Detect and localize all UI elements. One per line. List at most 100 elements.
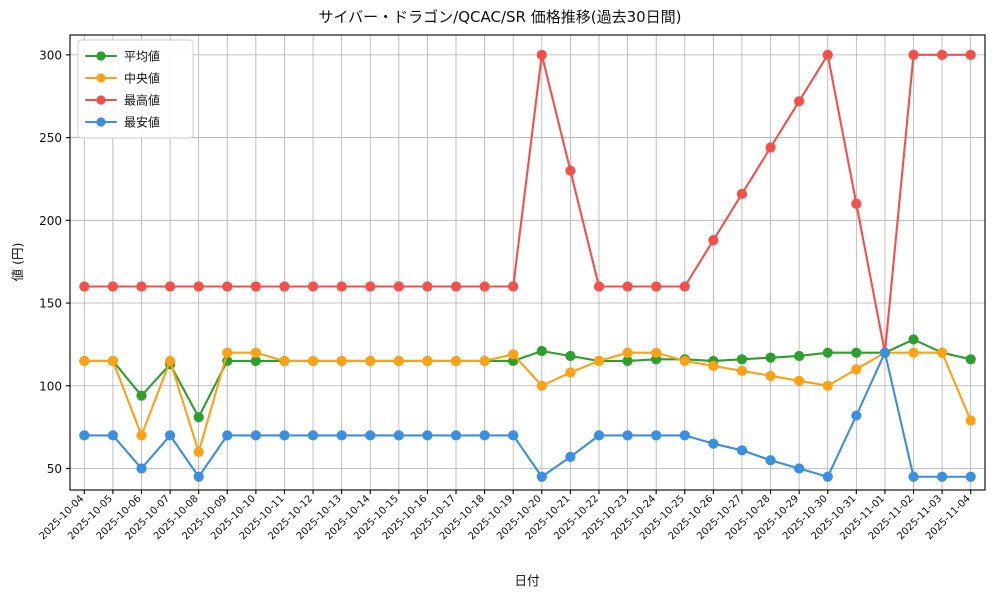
data-series-layer — [79, 49, 976, 482]
data-point — [336, 430, 347, 441]
data-point — [279, 355, 290, 367]
data-point — [708, 438, 719, 449]
data-point — [651, 281, 662, 292]
data-point — [279, 281, 290, 292]
data-point — [307, 281, 319, 292]
data-point — [164, 355, 176, 367]
data-point — [450, 430, 462, 441]
data-point — [765, 352, 776, 363]
legend-label: 平均値 — [124, 49, 160, 64]
data-point — [736, 365, 748, 376]
data-point — [565, 350, 576, 362]
data-point — [79, 430, 90, 441]
data-point — [565, 367, 576, 378]
data-point — [908, 471, 919, 482]
data-point — [250, 347, 261, 358]
y-tick-label: 250 — [39, 131, 62, 145]
data-point — [136, 463, 147, 474]
data-point — [164, 281, 176, 292]
data-point — [222, 347, 233, 358]
data-point — [593, 430, 605, 441]
data-point — [593, 355, 605, 367]
data-point — [593, 281, 605, 292]
y-tick-label: 150 — [39, 297, 62, 311]
data-point — [250, 281, 261, 292]
data-point — [193, 446, 204, 458]
data-point — [908, 49, 919, 60]
data-point — [536, 49, 547, 60]
legend-label: 中央値 — [124, 71, 160, 86]
data-point — [736, 354, 748, 365]
data-point — [164, 430, 176, 441]
data-point — [822, 347, 833, 358]
data-point — [708, 360, 719, 372]
y-tick-label: 50 — [47, 462, 62, 476]
data-point — [679, 281, 690, 292]
data-point — [536, 471, 547, 482]
data-point — [307, 355, 319, 367]
data-point — [679, 355, 690, 367]
data-point — [136, 281, 147, 292]
data-point — [965, 415, 976, 426]
data-point — [937, 471, 948, 482]
data-point — [393, 430, 404, 441]
data-point — [908, 334, 919, 345]
x-axis-label: 日付 — [514, 573, 539, 588]
data-point — [79, 355, 90, 367]
data-point — [450, 281, 462, 292]
data-point — [822, 380, 833, 391]
data-point — [822, 49, 833, 60]
data-point — [479, 281, 490, 292]
legend-label: 最高値 — [124, 93, 160, 108]
data-point — [479, 430, 490, 441]
data-point — [822, 471, 833, 482]
data-point — [965, 354, 976, 365]
chart-title: サイバー・ドラゴン/QCAC/SR 価格推移(過去30日間) — [318, 8, 681, 26]
data-point — [193, 471, 204, 482]
data-point — [736, 445, 748, 456]
data-point — [794, 350, 805, 362]
data-point — [622, 281, 633, 292]
legend-label: 最安値 — [124, 115, 160, 130]
data-point — [765, 455, 776, 466]
data-point — [794, 463, 805, 474]
data-point — [136, 390, 147, 401]
series-4 — [79, 347, 976, 482]
data-point — [794, 375, 805, 386]
data-point — [851, 198, 862, 209]
data-point — [736, 188, 748, 199]
legend-item-1[interactable]: 平均値 — [84, 49, 160, 64]
data-point — [336, 281, 347, 292]
data-point — [422, 355, 433, 367]
data-point — [107, 355, 118, 367]
data-point — [794, 96, 805, 107]
data-point — [365, 281, 376, 292]
legend-item-4[interactable]: 最安値 — [84, 115, 160, 130]
data-point — [651, 347, 662, 358]
data-point — [879, 347, 891, 358]
data-point — [422, 281, 433, 292]
data-point — [450, 355, 462, 367]
series-2 — [79, 347, 976, 458]
data-point — [193, 281, 204, 292]
data-point — [193, 412, 204, 423]
legend-marker-icon — [96, 117, 106, 127]
data-point — [651, 430, 662, 441]
data-point — [536, 380, 547, 391]
data-point — [79, 281, 90, 292]
legend-item-3[interactable]: 最高値 — [84, 93, 160, 108]
data-point — [908, 347, 919, 358]
data-point — [222, 430, 233, 441]
y-tick-label: 300 — [39, 48, 62, 62]
data-point — [107, 281, 118, 292]
data-point — [136, 430, 147, 441]
data-point — [307, 430, 319, 441]
data-point — [365, 355, 376, 367]
data-point — [393, 281, 404, 292]
data-point — [365, 430, 376, 441]
data-point — [708, 235, 719, 246]
legend-marker-icon — [96, 73, 106, 83]
legend-item-2[interactable]: 中央値 — [84, 71, 160, 86]
data-point — [508, 281, 519, 292]
